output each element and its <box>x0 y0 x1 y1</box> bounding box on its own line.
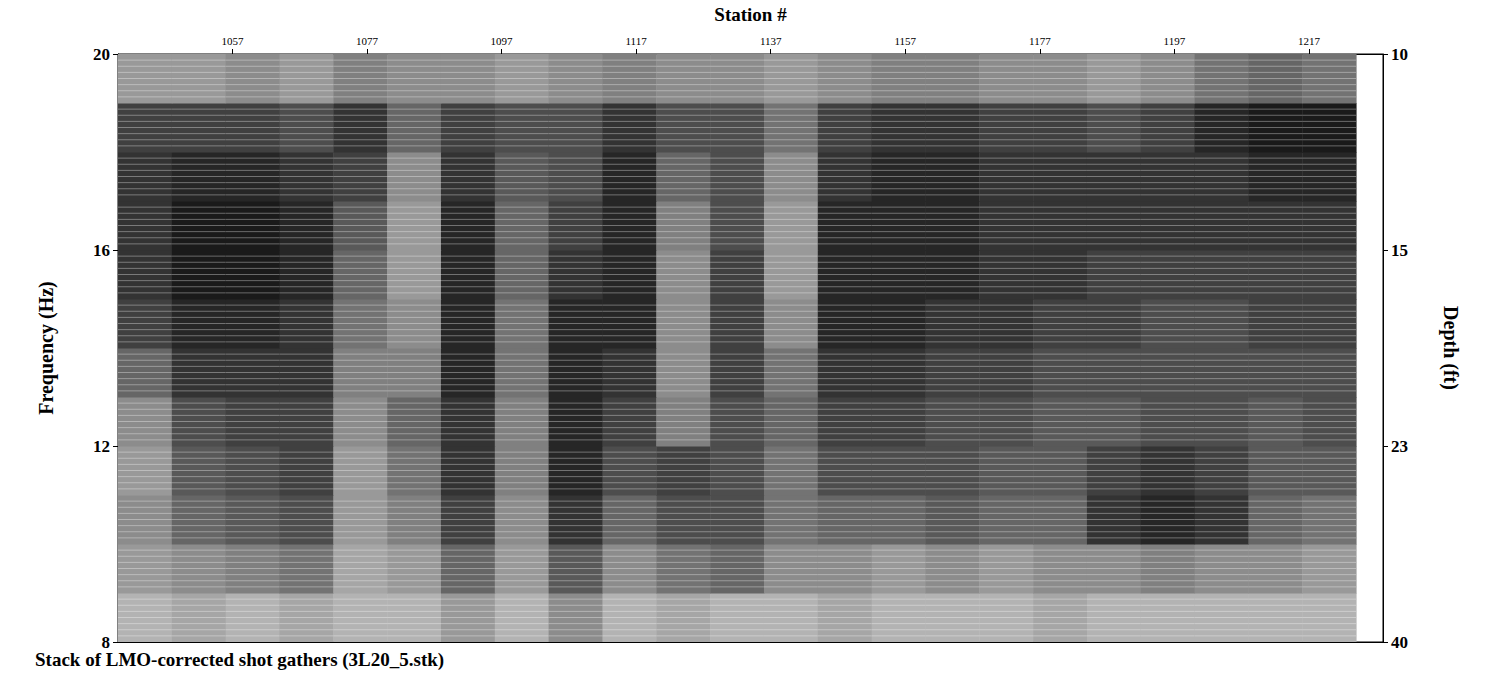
svg-text:1097: 1097 <box>491 35 514 47</box>
svg-text:16: 16 <box>93 241 110 260</box>
svg-text:Depth (ft): Depth (ft) <box>1439 306 1462 390</box>
svg-text:1057: 1057 <box>221 35 244 47</box>
svg-text:1137: 1137 <box>760 35 782 47</box>
svg-text:1217: 1217 <box>1298 35 1321 47</box>
svg-text:1077: 1077 <box>356 35 379 47</box>
svg-text:12: 12 <box>93 437 110 456</box>
svg-text:23: 23 <box>1391 437 1408 456</box>
svg-text:Stack of LMO-corrected shot ga: Stack of LMO-corrected shot gathers (3L2… <box>35 649 444 671</box>
svg-text:8: 8 <box>101 632 110 652</box>
svg-text:1197: 1197 <box>1164 35 1186 47</box>
svg-text:Station #: Station # <box>714 4 787 25</box>
svg-text:40: 40 <box>1391 633 1408 652</box>
svg-text:1157: 1157 <box>894 35 916 47</box>
svg-text:Frequency (Hz): Frequency (Hz) <box>35 281 58 415</box>
svg-text:20: 20 <box>93 45 110 64</box>
svg-text:1117: 1117 <box>626 35 648 47</box>
svg-text:1177: 1177 <box>1029 35 1051 47</box>
svg-text:10: 10 <box>1391 45 1408 64</box>
svg-text:15: 15 <box>1391 241 1408 260</box>
